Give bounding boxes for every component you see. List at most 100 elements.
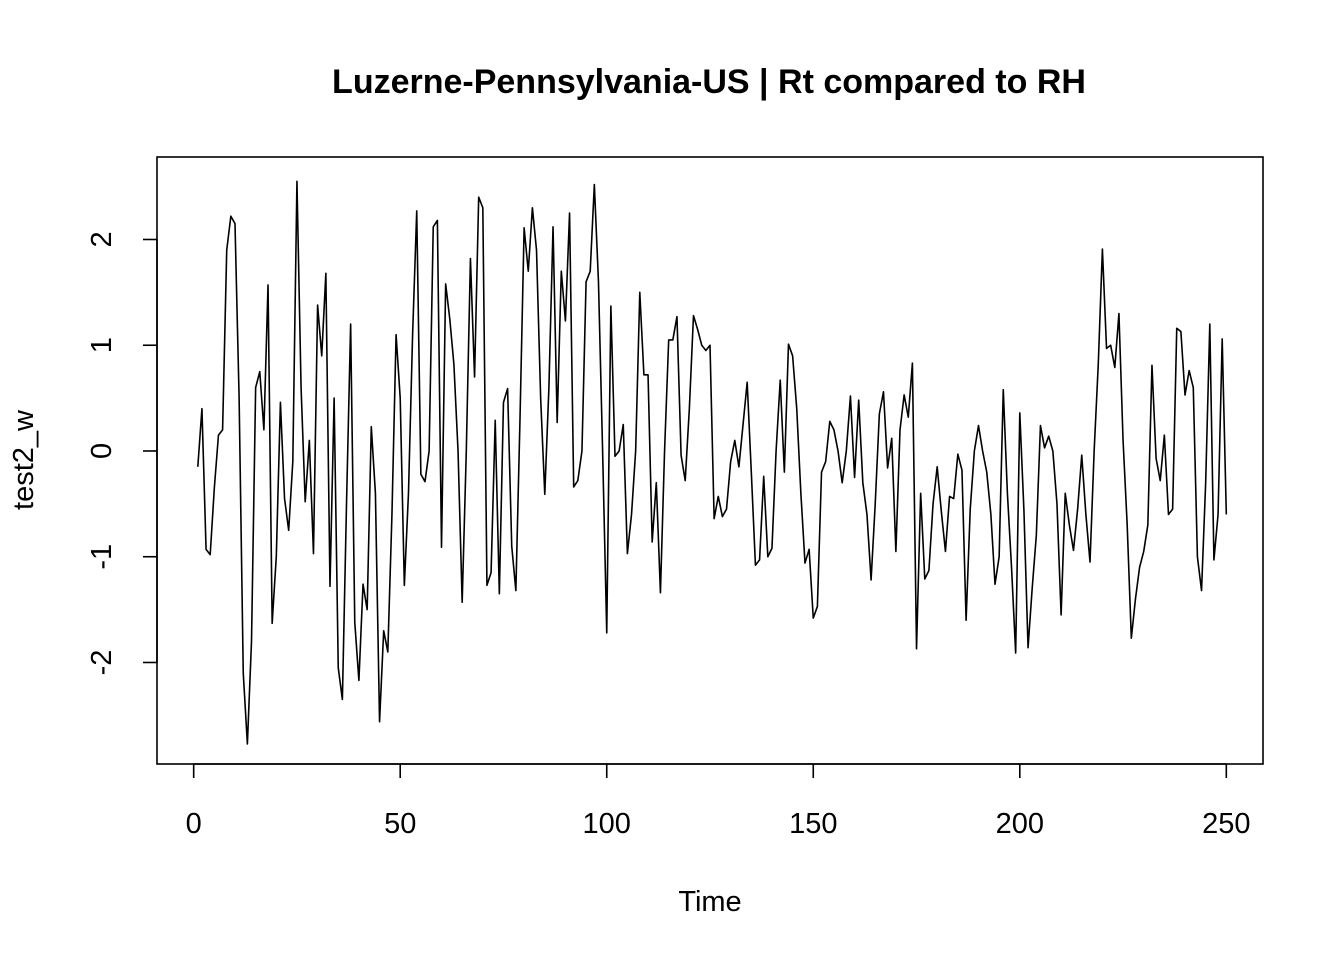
data-point — [338, 667, 339, 668]
data-point — [1197, 556, 1198, 557]
data-point — [1139, 567, 1140, 568]
data-point — [1226, 514, 1227, 515]
data-point — [999, 556, 1000, 557]
data-point — [1102, 248, 1103, 249]
data-point — [792, 355, 793, 356]
data-point — [1143, 551, 1144, 552]
y-axis: -2 -1 0 1 2 — [86, 231, 158, 675]
data-point — [734, 440, 735, 441]
data-point — [784, 472, 785, 473]
data-point — [205, 549, 206, 550]
data-point — [652, 541, 653, 542]
data-point — [218, 435, 219, 436]
data-point — [887, 467, 888, 468]
data-point — [544, 494, 545, 495]
data-point — [623, 424, 624, 425]
data-point — [883, 391, 884, 392]
data-point — [850, 395, 851, 396]
data-point — [809, 549, 810, 550]
data-point — [590, 271, 591, 272]
data-point — [730, 461, 731, 462]
data-point — [759, 559, 760, 560]
data-point — [457, 450, 458, 451]
data-point — [941, 511, 942, 512]
data-point — [486, 585, 487, 586]
data-point — [932, 503, 933, 504]
data-point — [222, 429, 223, 430]
data-point — [234, 223, 235, 224]
data-point — [928, 570, 929, 571]
data-point — [416, 210, 417, 211]
data-point — [1040, 425, 1041, 426]
data-point — [408, 493, 409, 494]
data-point — [912, 363, 913, 364]
data-point — [817, 606, 818, 607]
data-point — [305, 501, 306, 502]
data-point — [445, 283, 446, 284]
data-point — [866, 514, 867, 515]
data-point — [412, 334, 413, 335]
data-point — [247, 743, 248, 744]
data-point — [433, 226, 434, 227]
data-point — [1184, 394, 1185, 395]
data-point — [300, 387, 301, 388]
data-point — [197, 466, 198, 467]
data-point — [243, 672, 244, 673]
data-point — [288, 530, 289, 531]
data-point — [585, 281, 586, 282]
data-point — [751, 472, 752, 473]
data-point — [647, 374, 648, 375]
x-tick-label: 200 — [996, 808, 1044, 840]
data-point — [474, 376, 475, 377]
data-point — [945, 551, 946, 552]
data-point — [1098, 364, 1099, 365]
data-point — [722, 516, 723, 517]
data-point — [437, 220, 438, 221]
y-tick-label: 2 — [86, 231, 118, 247]
data-point — [1085, 514, 1086, 515]
data-point — [466, 450, 467, 451]
data-point — [1172, 509, 1173, 510]
data-point — [1061, 614, 1062, 615]
data-point — [668, 339, 669, 340]
data-point — [755, 565, 756, 566]
data-point — [813, 617, 814, 618]
data-point — [796, 408, 797, 409]
data-point — [424, 481, 425, 482]
data-point — [614, 456, 615, 457]
data-point — [701, 345, 702, 346]
data-point — [1147, 524, 1148, 525]
data-point — [619, 450, 620, 451]
data-point — [1180, 331, 1181, 332]
x-tick-label: 0 — [186, 808, 202, 840]
data-point — [1065, 493, 1066, 494]
data-point — [272, 623, 273, 624]
data-point — [631, 514, 632, 515]
data-point — [565, 320, 566, 321]
data-point — [1189, 370, 1190, 371]
data-point — [524, 227, 525, 228]
chart-title: Luzerne-Pennsylvania-US | Rt compared to… — [332, 63, 1086, 101]
x-tick-label: 100 — [583, 808, 631, 840]
data-point — [627, 553, 628, 554]
data-point — [292, 461, 293, 462]
data-point — [321, 355, 322, 356]
data-point — [1023, 510, 1024, 511]
data-point — [317, 304, 318, 305]
data-point — [1007, 493, 1008, 494]
data-point — [1015, 652, 1016, 653]
data-point — [569, 212, 570, 213]
data-point — [470, 258, 471, 259]
data-point — [854, 477, 855, 478]
data-point — [990, 514, 991, 515]
data-point — [800, 493, 801, 494]
data-point — [1048, 436, 1049, 437]
data-point — [1073, 550, 1074, 551]
data-point — [771, 548, 772, 549]
data-point — [1011, 567, 1012, 568]
data-point — [1114, 367, 1115, 368]
data-point — [1094, 450, 1095, 451]
data-point — [858, 400, 859, 401]
data-point — [747, 382, 748, 383]
